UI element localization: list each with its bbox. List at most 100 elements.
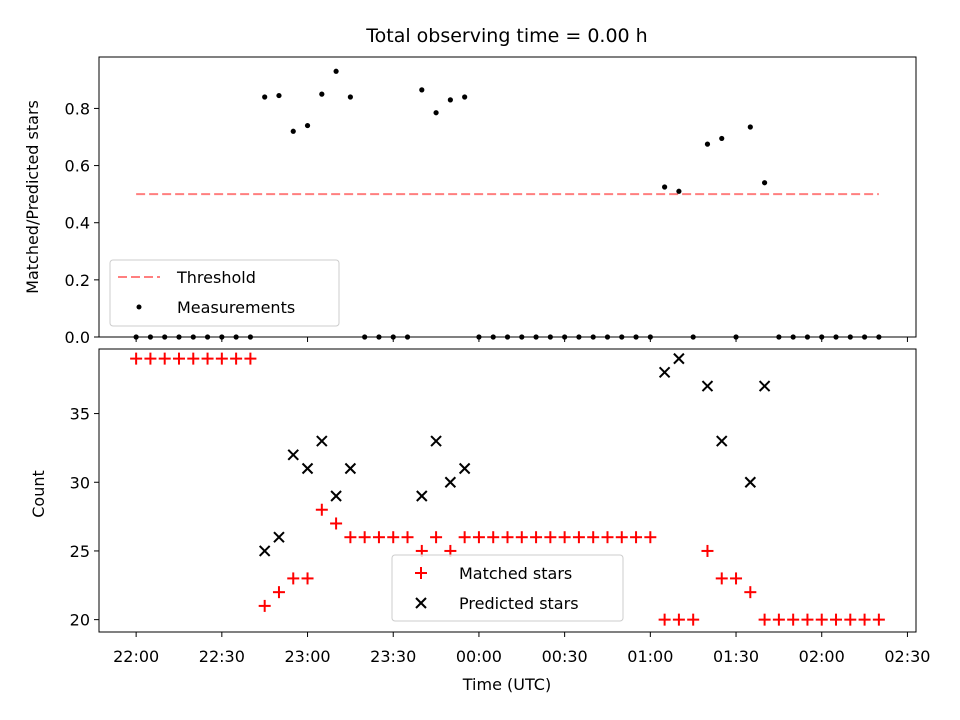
predicted-star-point — [744, 476, 757, 488]
predicted-star-point — [716, 435, 728, 447]
matched-star-point — [530, 531, 543, 544]
measurement-point — [204, 334, 211, 340]
matched-star-point — [658, 613, 671, 626]
measurement-point — [476, 334, 482, 340]
count-y-tick-label: 30 — [70, 473, 90, 492]
chart-title: Total observing time = 0.00 h — [365, 25, 647, 47]
predicted-star-point — [416, 490, 428, 502]
matched-star-point — [430, 531, 443, 544]
x-tick-label: 23:00 — [284, 647, 330, 666]
legend-matched-swatch — [415, 567, 427, 579]
count-plot-frame — [98, 348, 917, 633]
x-tick-label: 22:30 — [199, 647, 245, 666]
matched-star-point — [287, 572, 300, 585]
ratio-series — [133, 68, 882, 340]
matched-star-point — [601, 531, 614, 544]
matched-star-point — [172, 352, 185, 365]
ratio-y-tick-label: 0.8 — [65, 99, 90, 118]
measurement-point — [233, 334, 239, 340]
matched-star-point — [344, 531, 357, 544]
matched-star-point — [687, 613, 700, 626]
matched-star-point — [301, 572, 314, 585]
legend-predicted-label: Predicted stars — [459, 594, 579, 613]
x-axis-label: Time (UTC) — [462, 675, 551, 694]
x-tick-label: 00:00 — [456, 647, 502, 666]
matched-star-point — [458, 531, 471, 544]
matched-star-point — [615, 531, 628, 544]
measurement-point — [776, 334, 782, 340]
matched-star-point — [787, 613, 800, 626]
matched-star-point — [587, 531, 600, 544]
matched-star-point — [330, 517, 343, 530]
measurement-point — [690, 334, 696, 340]
matched-star-point — [272, 586, 285, 599]
measurement-point — [719, 135, 725, 142]
x-tick-label: 22:00 — [113, 647, 159, 666]
matched-star-point — [358, 531, 371, 544]
measurement-point — [133, 334, 139, 340]
matched-star-point — [372, 531, 385, 544]
measurement-point — [819, 334, 825, 340]
measurement-point — [419, 87, 425, 93]
matched-star-point — [230, 352, 243, 365]
matched-star-point — [544, 531, 557, 544]
matched-star-point — [401, 531, 414, 544]
matched-star-point — [801, 613, 814, 626]
measurement-point — [633, 334, 639, 340]
ratio-y-ticks: 0.0 0.2 0.4 0.6 0.8 — [65, 99, 99, 347]
predicted-star-point — [430, 435, 442, 447]
matched-star-point — [730, 572, 743, 585]
measurement-point — [347, 94, 353, 100]
matched-star-point — [130, 352, 143, 365]
ratio-legend-box — [109, 259, 340, 327]
measurement-point — [861, 334, 868, 340]
predicted-star-point — [273, 531, 285, 543]
count-y-ticks: 20 25 30 35 — [70, 405, 99, 630]
measurement-point — [404, 334, 411, 340]
measurement-point — [733, 334, 739, 340]
measurement-point — [362, 334, 368, 340]
count-series — [130, 352, 885, 626]
matched-star-point — [744, 586, 757, 599]
ratio-y-tick-label: 0.0 — [65, 328, 90, 347]
measurement-point — [447, 97, 453, 103]
matched-star-point — [815, 613, 828, 626]
measurement-point — [747, 124, 753, 130]
predicted-star-point — [673, 352, 685, 365]
measurement-point — [219, 334, 225, 340]
matched-star-point — [572, 531, 585, 544]
count-panel: 20 25 30 35 22:00 22:30 23:00 23:30 00:00 00:30 0… — [29, 348, 930, 694]
measurement-point — [519, 334, 525, 340]
matched-star-point — [630, 531, 643, 544]
measurement-point — [262, 94, 268, 100]
measurement-point — [490, 334, 496, 340]
matched-star-point — [472, 531, 485, 544]
predicted-star-point — [287, 449, 299, 461]
measurement-point — [247, 334, 254, 340]
measurement-point — [647, 334, 653, 340]
predicted-star-point — [658, 366, 671, 379]
matched-star-point — [872, 613, 885, 626]
measurement-point — [676, 188, 682, 194]
matched-star-point — [244, 352, 257, 365]
x-tick-label: 01:30 — [713, 647, 759, 666]
predicted-star-point — [344, 462, 357, 475]
x-tick-label: 02:30 — [884, 647, 930, 666]
matched-star-point — [758, 613, 771, 626]
measurement-point — [619, 334, 625, 340]
predicted-star-point — [316, 435, 328, 447]
ratio-y-tick-label: 0.4 — [65, 214, 90, 233]
count-x-ticks: 22:00 22:30 23:00 23:30 00:00 00:30 01:00 01:30… — [113, 632, 930, 666]
count-y-tick-label: 25 — [70, 542, 90, 561]
legend-measurements-swatch — [136, 304, 142, 310]
matched-star-point — [558, 531, 571, 544]
x-tick-label: 02:00 — [799, 647, 845, 666]
matched-star-point — [487, 531, 500, 544]
measurement-point — [790, 334, 796, 340]
measurement-point — [319, 91, 325, 97]
matched-star-point — [644, 531, 657, 544]
matched-star-point — [772, 613, 785, 626]
legend-measurements-label: Measurements — [177, 298, 295, 317]
matched-star-point — [144, 352, 157, 365]
measurement-point — [462, 94, 468, 100]
